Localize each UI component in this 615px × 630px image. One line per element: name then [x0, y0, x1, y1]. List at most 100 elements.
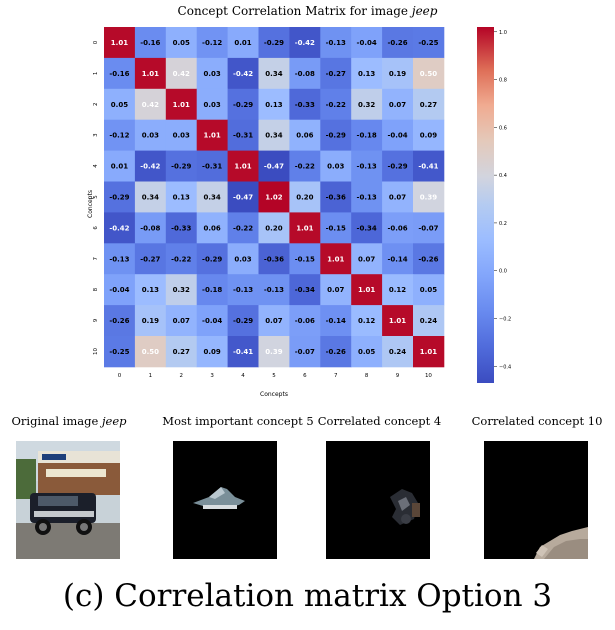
heatmap-value-7-1: -0.27 [140, 255, 160, 263]
heatmap-value-6-10: -0.07 [418, 224, 438, 232]
heatmap-cell-0-1 [134, 27, 167, 59]
heatmap-value-8-4: -0.13 [233, 286, 253, 294]
heatmap-cell-9-3 [196, 305, 228, 337]
heatmap-value-3-10: 0.09 [420, 132, 437, 140]
heatmap-value-2-4: -0.29 [233, 101, 253, 109]
heatmap-value-6-7: -0.15 [326, 224, 346, 232]
colorbar-tick-label-7: −0.4 [499, 364, 511, 370]
heatmap-cells [104, 27, 445, 368]
y-axis-label: Concepts [87, 190, 94, 218]
heatmap-cell-4-7 [320, 150, 352, 182]
colorbar-ticks: 1.0 0.8 0.6 0.4 0.2 0.0 −0.2 −0.4 [494, 30, 511, 370]
heatmap-cell-5-6 [289, 181, 321, 213]
heatmap-cell-0-6 [289, 27, 321, 59]
heatmap-cell-5-10 [413, 181, 445, 213]
colorbar-tick-label-2: 0.6 [499, 125, 507, 131]
y-tick-4: 4 [93, 164, 99, 168]
heatmap-cell-1-7 [320, 57, 352, 90]
heatmap-value-1-4: -0.42 [233, 70, 253, 78]
heatmap-value-10-9: 0.24 [389, 348, 406, 356]
heatmap-cell-7-9 [382, 243, 414, 275]
heatmap-value-7-0: -0.13 [109, 255, 129, 263]
y-tick-3: 3 [93, 133, 99, 137]
heatmap-cell-4-3 [196, 150, 228, 182]
heatmap-cell-3-2 [165, 119, 198, 151]
heatmap-cell-2-0 [104, 88, 136, 121]
colorbar-tick-label-5: 0.0 [499, 269, 507, 275]
heatmap-cell-6-9 [382, 212, 414, 244]
heatmap-value-3-4: -0.31 [233, 132, 253, 140]
heatmap-cell-6-0 [104, 212, 136, 244]
x-tick-7: 7 [334, 373, 338, 379]
heatmap-cell-8-7 [320, 274, 352, 306]
x-tick-5: 5 [272, 373, 276, 379]
heatmap-value-2-5: 0.13 [265, 101, 282, 109]
heatmap-cell-2-3 [196, 88, 228, 121]
heatmap-value-7-3: -0.29 [202, 255, 222, 263]
heatmap-cell-3-8 [351, 119, 383, 151]
heatmap-value-3-3: 1.01 [204, 132, 221, 140]
heatmap-cell-6-8 [351, 212, 383, 244]
concept-5-mask-image [173, 441, 277, 559]
heatmap-cell-3-3 [196, 119, 228, 151]
heatmap-cell-6-10 [413, 212, 445, 244]
y-tick-0: 0 [93, 40, 99, 44]
heatmap-cell-5-9 [382, 181, 414, 213]
heatmap-cell-1-3 [196, 57, 228, 90]
heatmap-value-6-5: 0.20 [265, 224, 282, 232]
heatmap-cell-3-7 [320, 119, 352, 151]
heatmap-value-4-8: -0.13 [357, 163, 377, 171]
heatmap-cell-10-7 [320, 336, 352, 368]
heatmap-value-5-9: 0.07 [389, 193, 406, 201]
heatmap-cell-9-6 [289, 305, 321, 337]
heatmap-value-10-5: 0.39 [265, 348, 282, 356]
heatmap-cell-10-9 [382, 336, 414, 368]
heatmap-value-6-8: -0.34 [357, 224, 377, 232]
heatmap-value-0-9: -0.26 [387, 39, 407, 47]
heatmap-cell-2-4 [227, 88, 259, 121]
x-tick-6: 6 [303, 373, 307, 379]
heatmap-cell-2-6 [289, 88, 321, 121]
heatmap-cell-4-9 [382, 150, 414, 182]
heatmap-value-5-2: 0.13 [173, 193, 190, 201]
heatmap-cell-4-1 [134, 150, 167, 182]
heatmap-value-10-4: -0.41 [233, 348, 253, 356]
heatmap-value-9-9: 1.01 [389, 317, 406, 325]
heatmap-value-4-2: -0.29 [171, 163, 191, 171]
heatmap-value-8-6: -0.34 [295, 286, 315, 294]
x-tick-4: 4 [241, 373, 245, 379]
y-tick-8: 8 [93, 287, 99, 291]
heatmap-value-6-3: 0.06 [204, 224, 221, 232]
heatmap-value-10-3: 0.09 [204, 348, 221, 356]
x-tick-8: 8 [365, 373, 369, 379]
heatmap-value-5-3: 0.34 [204, 193, 221, 201]
heatmap-value-3-9: -0.04 [387, 132, 407, 140]
heatmap-cell-1-8 [351, 57, 383, 90]
heatmap-value-9-7: -0.14 [326, 317, 346, 325]
heatmap-cell-7-1 [134, 243, 167, 275]
heatmap-value-3-7: -0.29 [326, 132, 346, 140]
heatmap-cell-6-6 [289, 212, 321, 244]
heatmap-value-0-8: -0.04 [357, 39, 377, 47]
heatmap-value-3-6: 0.06 [296, 132, 313, 140]
heatmap-cell-3-9 [382, 119, 414, 151]
y-tick-9: 9 [93, 318, 99, 322]
heatmap-value-2-2: 1.01 [173, 101, 190, 109]
heatmap-cell-7-3 [196, 243, 228, 275]
heatmap-value-0-4: 0.01 [234, 39, 251, 47]
y-tick-labels: 0 1 2 3 4 5 6 7 8 9 10 [93, 40, 99, 355]
heatmap-value-9-6: -0.06 [295, 317, 315, 325]
heatmap-value-4-7: 0.03 [327, 163, 344, 171]
heatmap-value-7-2: -0.22 [171, 255, 191, 263]
heatmap-value-1-9: 0.19 [389, 70, 406, 78]
heatmap-value-7-4: 0.03 [234, 255, 251, 263]
heatmap-value-7-10: -0.26 [418, 255, 438, 263]
heatmap-value-2-3: 0.03 [204, 101, 221, 109]
colorbar-tick-label-4: 0.2 [499, 221, 507, 227]
heatmap-cell-0-8 [351, 27, 383, 59]
heatmap-cell-10-1 [134, 336, 167, 368]
heatmap-cell-5-8 [351, 181, 383, 213]
heatmap-cell-3-0 [104, 119, 136, 151]
heatmap-cell-9-7 [320, 305, 352, 337]
heatmap-value-5-1: 0.34 [142, 193, 159, 201]
